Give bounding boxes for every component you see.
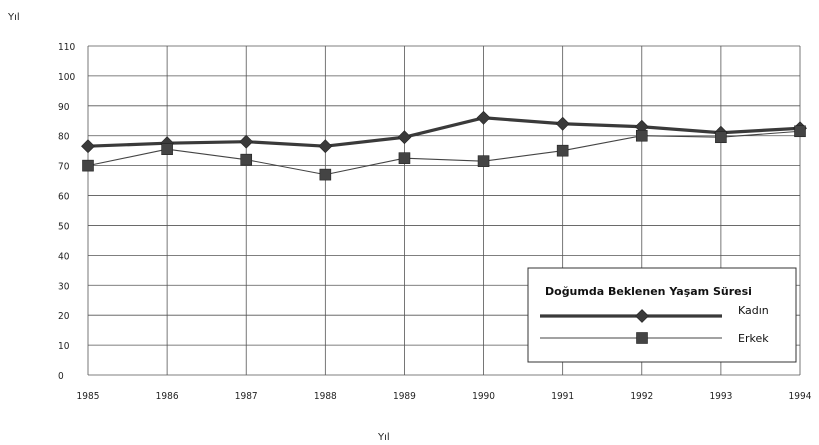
data-point — [239, 134, 254, 149]
y-tick-label: 10 — [58, 341, 70, 352]
data-point — [794, 125, 806, 138]
data-point — [161, 143, 173, 155]
y-tick-label: 90 — [58, 102, 70, 113]
legend-marker — [636, 332, 648, 344]
x-tick-label: 1986 — [156, 391, 179, 402]
y-axis-ticks: 0 10 20 30 40 50 60 70 80 90 100 110 — [58, 42, 75, 382]
series — [81, 110, 807, 181]
x-tick-label: 1989 — [393, 391, 416, 402]
data-point — [476, 110, 491, 125]
x-tick-label: 1985 — [77, 391, 100, 402]
data-point — [240, 153, 253, 166]
y-tick-label: 110 — [58, 42, 75, 53]
legend: Doğumda Beklenen Yaşam Süresi Kadın Erkek — [527, 267, 797, 363]
data-point — [555, 116, 570, 131]
y-axis-title: Yıl — [7, 12, 20, 23]
data-point — [397, 130, 412, 145]
data-point — [635, 129, 648, 142]
series-line — [87, 130, 801, 176]
legend-title: Doğumda Beklenen Yaşam Süresi — [545, 285, 752, 298]
data-point — [556, 144, 569, 157]
x-tick-label: 1987 — [235, 391, 258, 402]
data-point — [477, 155, 490, 167]
legend-marker — [635, 309, 649, 323]
data-point — [319, 168, 332, 181]
y-tick-label: 40 — [58, 251, 70, 262]
legend-item: Erkek — [540, 332, 769, 345]
data-point — [398, 152, 411, 164]
y-tick-label: 0 — [58, 371, 64, 382]
data-point — [715, 131, 727, 144]
grid — [87, 45, 801, 376]
x-tick-label: 1990 — [472, 391, 495, 402]
x-axis-ticks: 1985 1986 1987 1988 1989 1990 1991 1992 1993 1994 — [77, 391, 812, 402]
legend-label: Kadın — [738, 304, 769, 317]
y-tick-label: 20 — [58, 311, 70, 322]
x-tick-label: 1993 — [709, 391, 732, 402]
x-tick-label: 1991 — [551, 391, 574, 402]
legend-item: Kadın — [540, 304, 769, 323]
x-tick-label: 1994 — [789, 391, 812, 402]
legend-label: Erkek — [738, 332, 769, 345]
series-1 — [82, 125, 806, 181]
series-0 — [81, 110, 807, 154]
data-point — [81, 139, 95, 154]
data-point — [82, 159, 94, 172]
x-tick-label: 1992 — [630, 391, 653, 402]
y-tick-label: 100 — [58, 72, 75, 83]
y-tick-label: 50 — [58, 221, 70, 232]
y-tick-label: 30 — [58, 281, 70, 292]
x-tick-label: 1988 — [314, 391, 337, 402]
y-tick-label: 80 — [58, 132, 70, 143]
data-point — [318, 139, 333, 154]
y-tick-label: 70 — [58, 162, 70, 173]
y-tick-label: 60 — [58, 192, 70, 203]
series-line — [87, 116, 801, 148]
x-axis-title: Yıl — [377, 432, 390, 443]
